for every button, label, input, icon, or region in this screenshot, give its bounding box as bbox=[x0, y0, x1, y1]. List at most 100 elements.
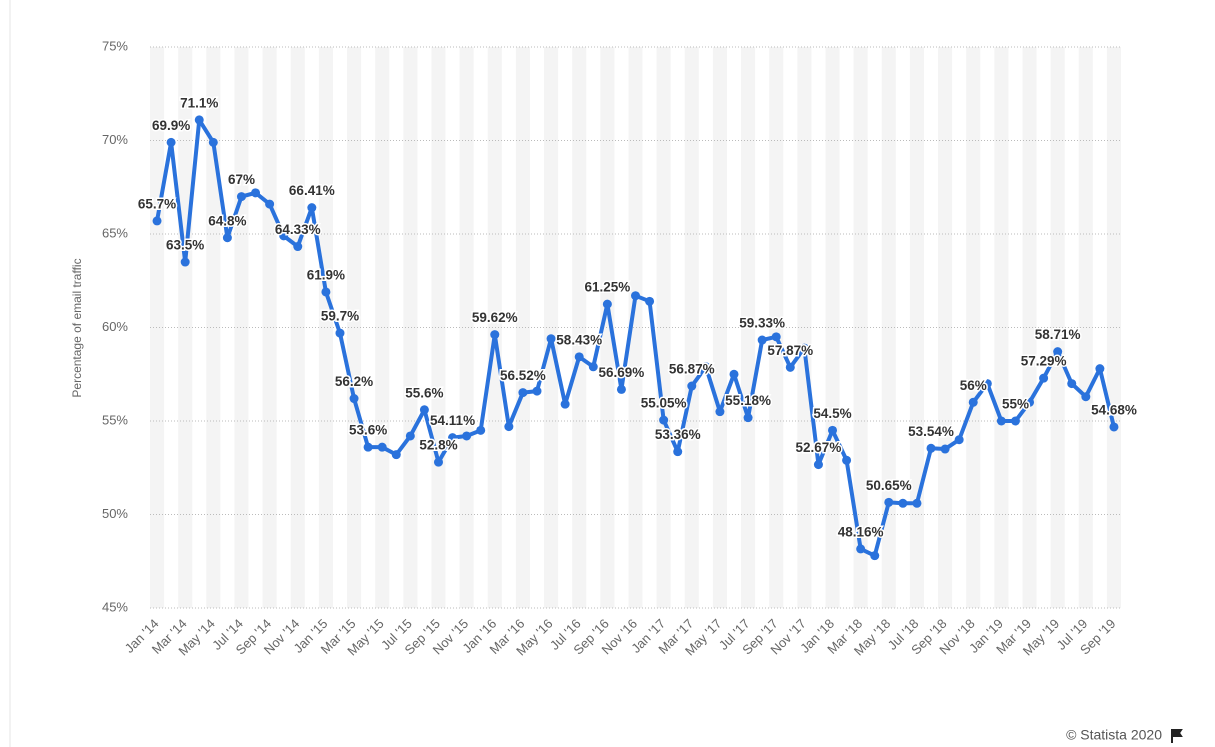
point bbox=[265, 199, 275, 209]
point bbox=[996, 416, 1006, 426]
value-label: 59.7% bbox=[321, 309, 359, 324]
point bbox=[588, 362, 598, 372]
point bbox=[1039, 373, 1049, 383]
value-label: 65.7% bbox=[138, 196, 176, 211]
value-label: 59.33% bbox=[739, 316, 785, 331]
band bbox=[459, 47, 474, 608]
y-axis-label: Percentage of email traffic bbox=[70, 258, 84, 397]
point bbox=[560, 399, 570, 409]
value-label: 57.87% bbox=[767, 343, 813, 358]
value-label: 55.05% bbox=[641, 396, 687, 411]
band bbox=[712, 47, 727, 608]
value-label: 64.33% bbox=[275, 222, 321, 237]
point bbox=[476, 425, 486, 435]
value-label: 53.6% bbox=[349, 423, 387, 438]
band bbox=[628, 47, 643, 608]
point bbox=[842, 455, 852, 465]
y-tick-label: 75% bbox=[102, 38, 128, 53]
point bbox=[785, 362, 795, 372]
value-label: 71.1% bbox=[180, 95, 218, 110]
point bbox=[940, 444, 950, 454]
band bbox=[150, 47, 165, 608]
point bbox=[673, 447, 683, 457]
value-label: 57.29% bbox=[1021, 354, 1067, 369]
point bbox=[1010, 416, 1020, 426]
value-label: 61.9% bbox=[307, 268, 345, 283]
point bbox=[771, 332, 781, 342]
point bbox=[208, 137, 218, 147]
point bbox=[645, 296, 655, 306]
band bbox=[318, 47, 333, 608]
point bbox=[954, 435, 964, 445]
point bbox=[293, 242, 303, 252]
point bbox=[1067, 379, 1077, 389]
point bbox=[631, 291, 640, 301]
point bbox=[307, 203, 317, 213]
point bbox=[391, 450, 401, 460]
point bbox=[687, 381, 697, 391]
point bbox=[335, 328, 345, 338]
point bbox=[504, 422, 514, 432]
point bbox=[546, 334, 556, 344]
point bbox=[1109, 422, 1119, 432]
point bbox=[743, 413, 753, 423]
point bbox=[968, 397, 978, 407]
point bbox=[462, 431, 472, 441]
point bbox=[982, 379, 992, 389]
value-label: 55% bbox=[1002, 397, 1029, 412]
point bbox=[1053, 347, 1063, 357]
value-label: 63.5% bbox=[166, 238, 204, 253]
band bbox=[994, 47, 1009, 608]
y-tick-label: 45% bbox=[102, 599, 128, 614]
y-tick-label: 50% bbox=[102, 506, 128, 521]
point bbox=[518, 388, 528, 398]
value-label: 61.25% bbox=[584, 280, 630, 295]
value-label: 53.36% bbox=[655, 427, 701, 442]
point bbox=[166, 137, 176, 147]
value-label: 55.6% bbox=[405, 385, 443, 400]
point bbox=[321, 287, 331, 297]
value-label: 54.68% bbox=[1091, 403, 1137, 418]
value-label: 48.16% bbox=[838, 524, 884, 539]
point bbox=[701, 362, 711, 372]
point bbox=[799, 343, 809, 353]
y-tick-label: 70% bbox=[102, 132, 128, 147]
point bbox=[180, 257, 190, 267]
band bbox=[741, 47, 756, 608]
band bbox=[909, 47, 924, 608]
point bbox=[813, 460, 823, 470]
point bbox=[757, 335, 767, 345]
point bbox=[222, 233, 232, 243]
point bbox=[349, 394, 359, 404]
band bbox=[487, 47, 502, 608]
value-label: 56.2% bbox=[335, 374, 373, 389]
band bbox=[853, 47, 868, 608]
value-label: 54.5% bbox=[813, 406, 851, 421]
point bbox=[884, 497, 894, 507]
credit: © Statista 2020 bbox=[1066, 727, 1162, 743]
value-label: 69.9% bbox=[152, 118, 190, 133]
value-label: 66.41% bbox=[289, 183, 335, 198]
band bbox=[769, 47, 784, 608]
value-label: 50.65% bbox=[866, 478, 912, 493]
band bbox=[1078, 47, 1093, 608]
point bbox=[490, 330, 500, 340]
point bbox=[616, 384, 626, 394]
point bbox=[1095, 364, 1105, 374]
band bbox=[375, 47, 390, 608]
point bbox=[926, 443, 936, 453]
y-tick-label: 65% bbox=[102, 225, 128, 240]
band bbox=[234, 47, 249, 608]
value-label: 58.43% bbox=[556, 332, 602, 347]
value-label: 54.11% bbox=[430, 413, 475, 428]
point bbox=[377, 442, 387, 452]
point bbox=[715, 407, 725, 417]
value-label: 56.87% bbox=[669, 362, 715, 377]
value-label: 56% bbox=[960, 378, 987, 393]
band bbox=[262, 47, 277, 608]
band bbox=[966, 47, 981, 608]
value-label: 59.62% bbox=[472, 310, 518, 325]
y-tick-label: 55% bbox=[102, 412, 128, 427]
